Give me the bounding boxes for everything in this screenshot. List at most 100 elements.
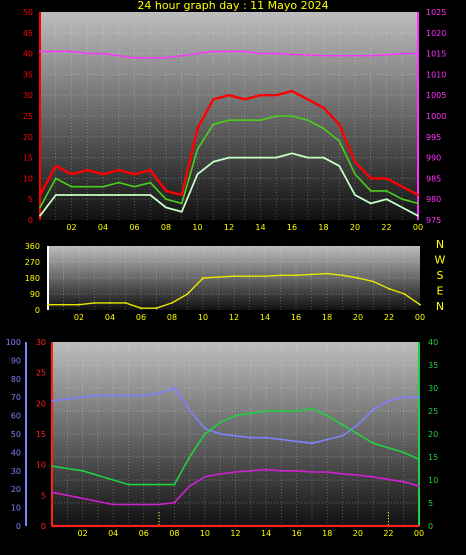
x-tick-label: 02: [77, 529, 87, 538]
x-tick-label: 08: [161, 223, 171, 232]
x-tick-label: 18: [322, 529, 332, 538]
x-tick-label: 10: [200, 529, 210, 538]
series-wind-speed-point: [39, 214, 41, 217]
series-wind-avg-point: [149, 181, 152, 184]
series-wind-avg-point: [70, 185, 73, 188]
series-dewpoint-point: [173, 501, 176, 504]
series-humidity-point: [387, 400, 390, 402]
series-humidity-point: [295, 440, 298, 443]
series-wind-gust-point: [354, 160, 356, 163]
series-wind-speed-point: [306, 156, 309, 159]
x-tick-label: 04: [108, 529, 118, 538]
series-pressure-point: [180, 54, 183, 57]
right-axis-tick-label: 1015: [426, 50, 446, 59]
series-rain-point: [51, 525, 53, 527]
series-wind-gust-point: [401, 185, 404, 188]
series-pressure-point: [417, 52, 419, 55]
chart-title: 24 hour graph day : 11 Mayo 2024: [137, 0, 329, 12]
series-temperature-point: [234, 414, 237, 417]
series-temperature-point: [81, 469, 84, 472]
series-wind-direction-point: [93, 302, 96, 304]
series-temperature-point: [356, 433, 359, 435]
series-temperature-point: [326, 414, 329, 417]
left-axis-tick-label: 0: [35, 306, 40, 315]
right-axis-tick-label: 980: [426, 195, 441, 204]
series-pressure-point: [102, 52, 104, 55]
series-wind-avg-point: [39, 206, 41, 209]
series-wind-gust-point: [149, 169, 152, 172]
series-wind-speed-point: [338, 165, 341, 167]
series-dewpoint-point: [112, 503, 115, 506]
right-axis-tick-label: 30: [428, 384, 438, 393]
series-wind-avg-point: [291, 115, 293, 117]
series-temperature-point: [142, 483, 145, 486]
series-temperature-point: [66, 467, 69, 470]
series-rain-point: [66, 525, 69, 527]
series-wind-speed-point: [149, 194, 152, 196]
series-wind-speed-point: [354, 194, 356, 196]
series-wind-direction-point: [295, 274, 297, 277]
x-tick-label: 18: [322, 313, 332, 322]
series-wind-direction-point: [202, 277, 204, 279]
right-axis-tick-label: 975: [426, 216, 441, 225]
series-wind-gust-point: [165, 190, 167, 192]
series-wind-speed-point: [385, 198, 388, 201]
x-tick-label: 06: [136, 313, 146, 322]
series-wind-speed-point: [291, 152, 293, 155]
series-humidity-point: [280, 438, 283, 441]
series-wind-avg-point: [417, 202, 419, 205]
series-wind-speed-point: [133, 194, 136, 196]
series-temperature-point: [341, 423, 344, 426]
series-dewpoint-point: [142, 503, 145, 506]
series-rain-point: [249, 525, 252, 527]
series-rain-point: [112, 525, 115, 527]
series-wind-direction-point: [326, 272, 328, 275]
right-axis-tick-label: 10: [428, 476, 438, 485]
series-temperature-point: [280, 410, 283, 412]
series-wind-speed-point: [212, 160, 215, 163]
left-axis-tick-label: 5: [41, 491, 46, 500]
series-dewpoint-point: [158, 503, 160, 506]
left-axis-tick-label: 10: [36, 461, 46, 470]
series-wind-avg-point: [259, 119, 262, 122]
series-wind-gust-point: [70, 173, 73, 176]
series-rain-point: [265, 525, 267, 527]
series-wind-direction-point: [248, 275, 251, 278]
compass-label: N: [436, 300, 444, 313]
series-wind-avg-point: [243, 119, 246, 122]
series-pressure-point: [54, 50, 57, 53]
series-wind-direction-point: [140, 307, 142, 310]
series-wind-avg-point: [275, 115, 278, 117]
series-pressure-point: [39, 50, 41, 53]
series-pressure-point: [385, 53, 388, 56]
x-tick-label: 22: [383, 529, 393, 538]
x-tick-label: 00: [414, 529, 424, 538]
left-axis-tick-label: 30: [23, 91, 33, 100]
series-wind-direction-point: [171, 302, 173, 304]
x-tick-label: 04: [105, 313, 115, 322]
series-wind-avg-point: [322, 127, 325, 130]
humidity-temperature-panel: 0102030405060708090100051015202530051015…: [6, 338, 438, 538]
left-axis-tick-label: 10: [23, 174, 33, 183]
series-rain-point: [158, 525, 160, 527]
series-pressure-point: [401, 52, 404, 55]
series-wind-direction-point: [62, 303, 65, 306]
series-wind-gust-point: [291, 90, 293, 92]
x-tick-label: 00: [413, 223, 423, 232]
series-wind-speed-point: [369, 202, 372, 205]
series-humidity-point: [158, 392, 160, 395]
x-tick-label: 14: [255, 223, 265, 232]
series-rain-point: [188, 525, 191, 527]
series-pressure-point: [306, 53, 309, 56]
series-wind-speed-point: [86, 194, 89, 196]
series-pressure-point: [243, 50, 246, 53]
compass-label: W: [435, 254, 446, 267]
left-axis-tick-label: 15: [36, 430, 46, 439]
far-left-axis-tick-label: 70: [11, 393, 21, 402]
series-wind-avg-point: [165, 198, 167, 201]
series-dewpoint-point: [249, 469, 252, 472]
series-humidity-point: [204, 427, 206, 430]
right-axis-tick-label: 1005: [426, 91, 446, 100]
series-wind-gust-point: [54, 165, 57, 167]
